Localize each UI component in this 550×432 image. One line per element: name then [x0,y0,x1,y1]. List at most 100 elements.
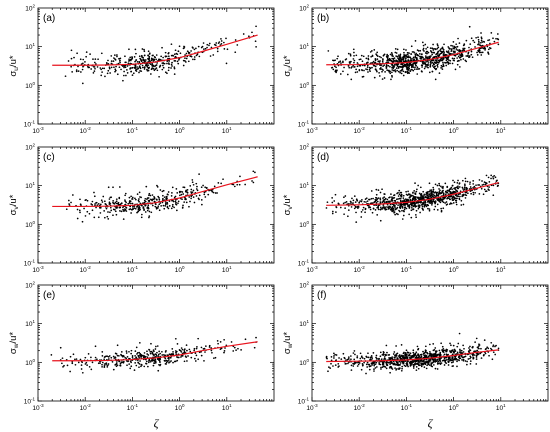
data-point [125,360,128,362]
data-point [380,368,382,370]
data-point [457,193,460,196]
data-point [421,363,424,366]
data-point [477,347,479,349]
data-point [220,347,223,350]
data-point [415,356,417,359]
data-point [422,350,424,353]
data-point [438,72,441,75]
data-point [404,357,406,360]
data-point [387,200,389,203]
data-point [457,358,459,361]
data-point [175,350,178,353]
data-point [166,206,169,209]
data-point [445,201,448,203]
data-point [107,63,110,65]
data-point [397,355,400,357]
data-point [156,186,159,188]
data-point [469,349,472,352]
data-point [393,57,396,59]
data-point [445,62,447,64]
data-point [118,354,120,357]
data-point [166,62,168,65]
data-point [437,194,439,197]
data-point [167,191,170,193]
data-point [357,363,360,366]
data-point [424,200,427,203]
data-point [488,39,491,41]
data-point [469,183,471,185]
data-point [473,185,476,188]
data-point [391,210,394,213]
data-point [208,44,210,47]
data-point [184,54,186,56]
y-tick-label: 101 [299,181,309,190]
data-point [153,200,156,203]
data-point [381,60,384,63]
data-point [356,71,359,73]
data-point [332,68,335,71]
data-point [418,198,420,201]
data-point [404,204,406,206]
data-point [492,177,495,180]
data-point [411,206,413,209]
data-point [398,60,401,63]
data-point [471,353,474,356]
data-point [178,191,181,194]
data-point [174,49,177,52]
data-point [464,59,467,62]
data-point [433,201,436,204]
data-point [429,351,431,353]
data-point [410,355,413,358]
data-point [336,69,338,72]
data-point [391,54,394,57]
data-point [399,53,402,56]
data-point [220,43,223,45]
data-point [424,345,427,348]
data-point [412,69,415,72]
data-point [383,77,386,79]
data-point [437,193,440,195]
data-point [190,191,192,193]
data-point [400,63,402,66]
data-point [459,54,461,56]
data-point [152,354,155,356]
data-point [163,62,166,65]
data-point [345,201,348,203]
data-point [207,193,210,196]
data-point [439,189,441,192]
data-point [161,354,164,356]
data-point [124,192,127,195]
data-point [478,49,481,51]
data-point [138,341,141,344]
data-point [372,207,375,210]
data-point [391,200,394,202]
data-point [347,356,350,358]
data-point [342,60,344,63]
data-point [455,203,458,206]
data-point [472,180,475,182]
data-point [390,78,392,81]
data-point [390,60,393,62]
data-point [129,208,132,210]
data-point [167,357,170,359]
data-point [235,349,237,351]
data-point [142,58,145,61]
data-point [432,200,434,202]
data-point [84,356,87,359]
y-tick-label: 102 [299,4,309,13]
data-point [226,48,229,51]
data-point [365,355,368,358]
data-point [422,190,425,193]
data-point [142,56,144,59]
data-point [397,358,399,360]
data-point [450,344,452,347]
data-point [191,181,194,184]
data-point [396,69,399,72]
data-point [457,55,460,58]
data-point [392,363,395,366]
data-point [203,191,206,194]
data-point [393,356,396,359]
data-point [340,358,343,360]
data-point [441,191,444,193]
data-point [376,51,379,54]
